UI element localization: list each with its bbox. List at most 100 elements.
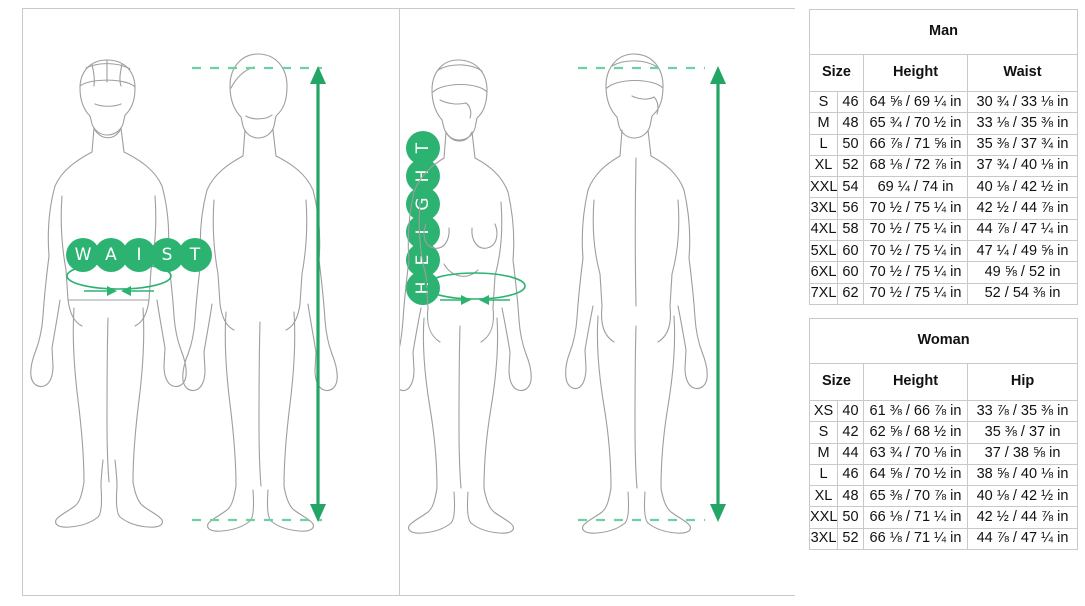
height-range: 66 ⅞ / 71 ⅝ in: [863, 133, 968, 156]
man-col-height: Height: [863, 54, 968, 92]
man-col-size: Size: [809, 54, 864, 92]
table-row: M 44 63 ¾ / 70 ⅛ in 37 / 38 ⅝ in: [809, 442, 1079, 465]
waist-range: 37 ¾ / 40 ⅛ in: [967, 154, 1078, 178]
table-row: XS 40 61 ⅜ / 66 ⅞ in 33 ⅞ / 35 ⅜ in: [809, 399, 1079, 423]
table-row: S 46 64 ⅝ / 69 ¼ in 30 ¾ / 33 ⅛ in: [809, 90, 1078, 114]
height-range: 65 ¾ / 70 ½ in: [863, 112, 968, 135]
size-label: 4XL: [809, 218, 838, 242]
woman-col-height: Height: [863, 362, 968, 401]
size-label: XL: [809, 154, 838, 178]
size-number: 48: [837, 485, 864, 508]
woman-col-hip: Hip: [966, 362, 1079, 401]
woman-table-title: Woman: [808, 317, 1079, 364]
height-arrow: [710, 66, 726, 522]
size-number: 40: [837, 399, 864, 423]
hip-range: 38 ⅝ / 40 ⅛ in: [966, 463, 1079, 487]
size-label: M: [809, 112, 838, 135]
hip-range: 42 ½ / 44 ⅞ in: [966, 506, 1079, 529]
waist-range: 47 ¼ / 49 ⅝ in: [967, 240, 1078, 263]
panel-divider: [399, 8, 400, 596]
height-range: 70 ½ / 75 ¼ in: [863, 261, 968, 284]
waist-range: 40 ⅛ / 42 ½ in: [967, 176, 1078, 199]
size-label: 3XL: [809, 197, 838, 220]
table-row: M 48 65 ¾ / 70 ½ in 33 ⅛ / 35 ⅜ in: [809, 112, 1078, 135]
woman-col-size: Size: [809, 362, 864, 401]
table-row: L 46 64 ⅝ / 70 ½ in 38 ⅝ / 40 ⅛ in: [809, 463, 1079, 487]
size-label: L: [809, 133, 838, 156]
man-col-waist: Waist: [967, 54, 1078, 92]
waist-range: 35 ⅜ / 37 ¾ in: [967, 133, 1078, 156]
woman-measurement-panel: H I P H E I G H T: [400, 8, 942, 596]
waist-measure-ellipse: [66, 262, 172, 296]
height-range: 62 ⅝ / 68 ½ in: [863, 421, 968, 444]
size-tables-container: Man Size Height Waist S 46 64 ⅝ / 69 ¼ i…: [808, 9, 1079, 551]
hip-range: 40 ⅛ / 42 ½ in: [966, 485, 1079, 508]
size-label: M: [809, 442, 838, 465]
size-label: L: [809, 463, 838, 487]
height-range: 65 ⅜ / 70 ⅞ in: [863, 485, 968, 508]
height-range: 70 ½ / 75 ¼ in: [863, 218, 968, 242]
height-range: 69 ¼ / 74 in: [863, 176, 968, 199]
size-label: S: [809, 421, 838, 444]
height-range: 61 ⅜ / 66 ⅞ in: [863, 399, 968, 423]
waist-range: 42 ½ / 44 ⅞ in: [967, 197, 1078, 220]
table-row: XL 48 65 ⅜ / 70 ⅞ in 40 ⅛ / 42 ½ in: [809, 485, 1079, 508]
height-range: 68 ⅛ / 72 ⅞ in: [863, 154, 968, 178]
waist-range: 52 / 54 ⅜ in: [967, 282, 1078, 305]
size-label: 3XL: [809, 527, 838, 551]
height-range: 64 ⅝ / 69 ¼ in: [863, 90, 968, 114]
size-number: 46: [837, 463, 864, 487]
height-range: 63 ¾ / 70 ⅛ in: [863, 442, 968, 465]
waist-range: 49 ⅝ / 52 in: [967, 261, 1078, 284]
hip-range: 33 ⅞ / 35 ⅜ in: [966, 399, 1079, 423]
size-label: XS: [809, 399, 838, 423]
man-measurement-panel: W A I S T H E I G H T: [22, 8, 440, 596]
table-row: S 42 62 ⅝ / 68 ½ in 35 ⅜ / 37 in: [809, 421, 1079, 444]
size-label: XL: [809, 485, 838, 508]
size-number: 48: [837, 112, 864, 135]
height-range: 66 ⅛ / 71 ¼ in: [863, 506, 968, 529]
table-row: 7XL 62 70 ½ / 75 ¼ in 52 / 54 ⅜ in: [809, 282, 1078, 305]
size-label: XXL: [809, 176, 838, 199]
table-row: XXL 54 69 ¼ / 74 in 40 ⅛ / 42 ½ in: [809, 176, 1078, 199]
hip-range: 37 / 38 ⅝ in: [966, 442, 1079, 465]
size-number: 60: [837, 261, 864, 284]
height-range: 70 ½ / 75 ¼ in: [863, 240, 968, 263]
table-row: 6XL 60 70 ½ / 75 ¼ in 49 ⅝ / 52 in: [809, 261, 1078, 284]
table-row: 5XL 60 70 ½ / 75 ¼ in 47 ¼ / 49 ⅝ in: [809, 240, 1078, 263]
size-number: 44: [837, 442, 864, 465]
size-number: 46: [837, 90, 864, 114]
size-label: 5XL: [809, 240, 838, 263]
size-number: 54: [837, 176, 864, 199]
woman-figures-illustration: [400, 53, 726, 534]
size-number: 56: [837, 197, 864, 220]
size-number: 50: [837, 133, 864, 156]
table-row: 4XL 58 70 ½ / 75 ¼ in 44 ⅞ / 47 ¼ in: [809, 218, 1078, 242]
size-label: S: [809, 90, 838, 114]
table-row: XL 52 68 ⅛ / 72 ⅞ in 37 ¾ / 40 ⅛ in: [809, 154, 1078, 178]
table-gap: [809, 305, 1077, 318]
table-row: XXL 50 66 ⅛ / 71 ¼ in 42 ½ / 44 ⅞ in: [809, 506, 1079, 529]
height-range: 64 ⅝ / 70 ½ in: [863, 463, 968, 487]
size-number: 60: [837, 240, 864, 263]
man-table-title: Man: [809, 9, 1078, 55]
woman-size-table: Woman Size Height Hip XS 40 61 ⅜ / 66 ⅞ …: [808, 317, 1079, 551]
table-row: L 50 66 ⅞ / 71 ⅝ in 35 ⅜ / 37 ¾ in: [809, 133, 1078, 156]
height-range: 66 ⅛ / 71 ¼ in: [863, 527, 968, 551]
hip-measure-ellipse: [424, 272, 526, 305]
man-figures-illustration: [30, 53, 338, 532]
height-range: 70 ½ / 75 ¼ in: [863, 282, 968, 305]
hip-range: 44 ⅞ / 47 ¼ in: [966, 527, 1079, 551]
table-row: 3XL 56 70 ½ / 75 ¼ in 42 ½ / 44 ⅞ in: [809, 197, 1078, 220]
size-number: 58: [837, 218, 864, 242]
hip-range: 35 ⅜ / 37 in: [966, 421, 1079, 444]
size-number: 52: [837, 154, 864, 178]
waist-range: 30 ¾ / 33 ⅛ in: [967, 90, 1078, 114]
size-number: 62: [837, 282, 864, 305]
waist-range: 44 ⅞ / 47 ¼ in: [967, 218, 1078, 242]
size-label: 6XL: [809, 261, 838, 284]
size-number: 52: [837, 527, 864, 551]
height-range: 70 ½ / 75 ¼ in: [863, 197, 968, 220]
height-arrow: [310, 66, 326, 522]
